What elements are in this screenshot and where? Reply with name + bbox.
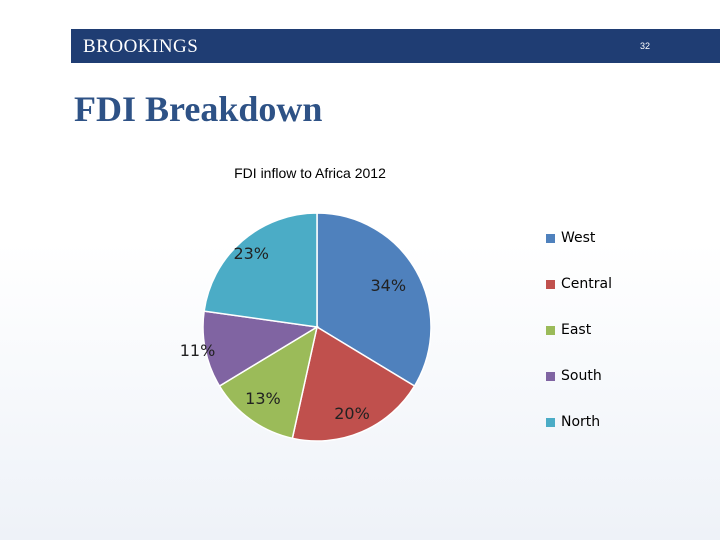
legend-swatch <box>546 280 555 289</box>
data-label-south: 11% <box>179 341 216 361</box>
legend-swatch <box>546 418 555 427</box>
legend-swatch <box>546 234 555 243</box>
pie-slice-south <box>202 310 320 388</box>
pie-slice-north <box>203 212 318 328</box>
legend-label: Central <box>561 276 612 292</box>
data-label-central: 20% <box>334 403 370 423</box>
pie-slice-central <box>291 325 416 442</box>
brand-logo: BROOKINGS <box>83 36 199 57</box>
legend-label: West <box>561 230 596 246</box>
page-number: 32 <box>639 41 650 51</box>
header-bar: BROOKINGS 32 <box>71 29 720 63</box>
pie-slice-east <box>218 325 319 440</box>
legend-label: North <box>561 414 601 430</box>
legend-swatch <box>546 372 555 381</box>
legend-swatch <box>546 326 555 335</box>
chart-title: FDI inflow to Africa 2012 <box>234 165 386 181</box>
data-label-west: 34% <box>370 275 407 295</box>
pie-slice-west <box>316 212 432 388</box>
data-label-east: 13% <box>245 389 281 409</box>
data-label-north: 23% <box>233 243 269 263</box>
legend-label: East <box>561 322 592 338</box>
slide-title: FDI Breakdown <box>74 89 323 129</box>
legend-label: South <box>561 368 602 384</box>
